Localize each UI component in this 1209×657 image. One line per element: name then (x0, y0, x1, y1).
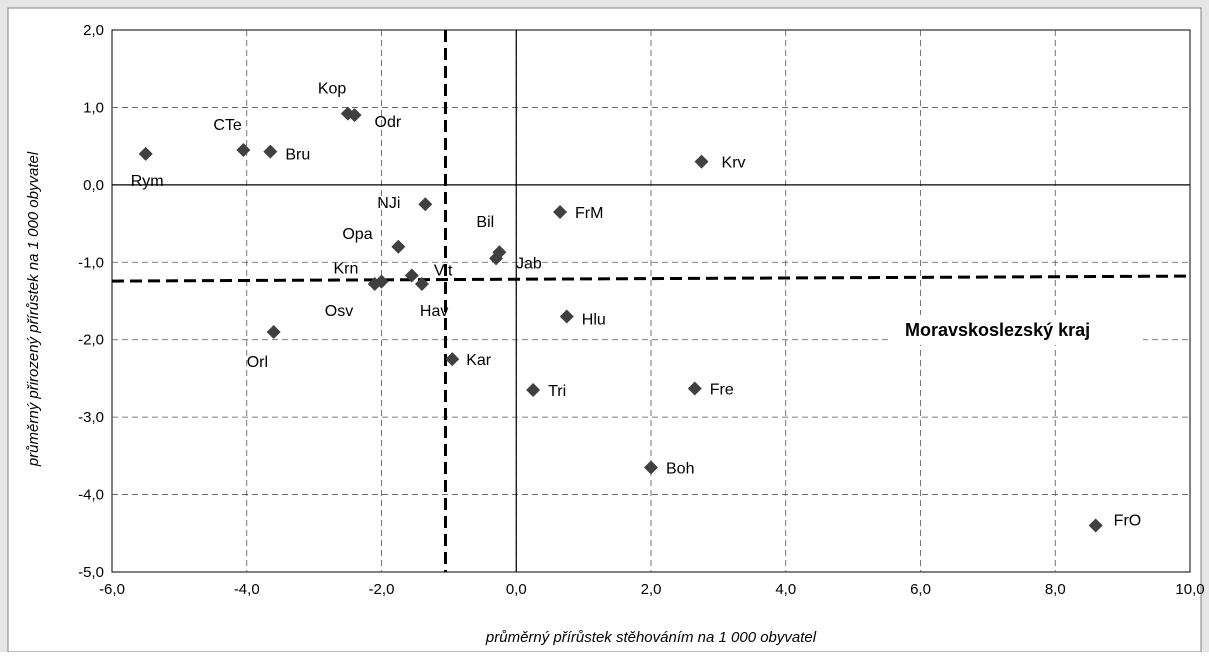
x-tick-label: 6,0 (910, 581, 931, 598)
x-tick-label: 8,0 (1045, 581, 1066, 598)
data-label-jab: Jab (516, 255, 542, 272)
y-tick-label: 1,0 (83, 99, 104, 116)
data-point-fro (1088, 518, 1103, 533)
data-label-osv: Osv (325, 303, 353, 320)
data-point-bru (263, 144, 278, 159)
data-label-boh: Boh (666, 460, 694, 477)
data-point-fre (687, 381, 702, 396)
data-label-bil: Bil (476, 214, 494, 231)
data-label-cte: CTe (213, 117, 242, 134)
data-label-frm: FrM (575, 205, 603, 222)
data-point-orl (266, 324, 281, 339)
data-point-frm (553, 204, 568, 219)
data-point-hlu (559, 309, 574, 324)
region-label-background (888, 315, 1143, 345)
data-point-boh (644, 460, 658, 475)
x-tick-label: 10,0 (1175, 581, 1204, 598)
x-tick-label: -4,0 (234, 581, 260, 598)
region-reference-label: Moravskoslezský kraj (905, 320, 1090, 340)
x-tick-label: -2,0 (369, 581, 395, 598)
data-label-hav: Hav (420, 303, 448, 320)
data-label-kar: Kar (466, 352, 492, 369)
data-label-rym: Rym (131, 173, 164, 190)
x-tick-label: 0,0 (506, 581, 527, 598)
y-axis-title: průměrný přirozený přírůstek na 1 000 ob… (25, 151, 42, 467)
data-label-opa: Opa (342, 226, 372, 243)
y-tick-label: -2,0 (78, 332, 104, 349)
data-label-vlt: Vlt (434, 262, 453, 279)
data-label-krn: Krn (334, 261, 359, 278)
data-point-rym (138, 146, 153, 161)
y-tick-label: -4,0 (78, 487, 104, 504)
data-label-odr: Odr (375, 114, 402, 131)
y-tick-label: 0,0 (83, 177, 104, 194)
data-label-nji: NJi (377, 195, 400, 212)
data-label-orl: Orl (247, 354, 268, 371)
data-label-krv: Krv (722, 155, 746, 172)
data-point-vlt (404, 268, 419, 283)
y-tick-label: 2,0 (83, 22, 104, 39)
data-label-kop: Kop (318, 81, 347, 98)
y-tick-label: -3,0 (78, 409, 104, 426)
data-label-bru: Bru (285, 147, 310, 164)
data-point-jab (489, 251, 504, 266)
data-point-hav (414, 276, 429, 291)
data-label-fro: FrO (1114, 513, 1142, 530)
data-label-tri: Tri (548, 383, 566, 400)
data-point-tri (526, 383, 541, 398)
data-point-krv (694, 154, 709, 169)
data-label-hlu: Hlu (582, 311, 606, 328)
y-tick-label: -5,0 (78, 564, 104, 581)
data-point-cte (236, 143, 251, 158)
x-axis-title: průměrný přírůstek stěhováním na 1 000 o… (485, 629, 817, 646)
y-tick-label: -1,0 (78, 254, 104, 271)
data-point-odr (347, 108, 362, 123)
data-point-osv (367, 276, 382, 291)
data-label-fre: Fre (710, 381, 734, 398)
x-tick-label: 2,0 (641, 581, 662, 598)
data-point-nji (418, 197, 433, 212)
data-point-kar (445, 352, 460, 367)
x-tick-label: 4,0 (775, 581, 796, 598)
data-point-opa (391, 239, 406, 254)
x-tick-label: -6,0 (99, 581, 125, 598)
